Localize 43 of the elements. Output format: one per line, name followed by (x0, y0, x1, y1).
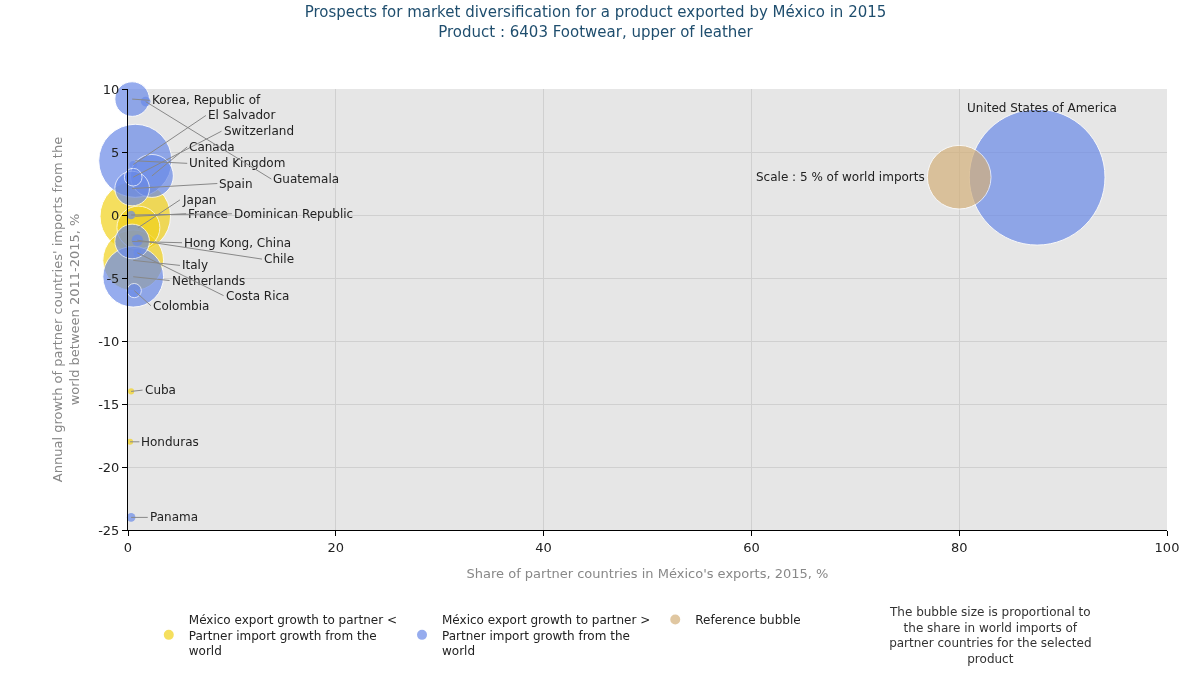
annotation: Honduras (141, 435, 199, 449)
y-tick-label: -5 (106, 270, 120, 286)
legend-label: Reference bubble (695, 613, 801, 628)
annotation: Spain (219, 177, 253, 191)
annotation: Hong Kong, China (184, 236, 292, 250)
annotation: United States of America (967, 101, 1117, 115)
x-tick-label: 80 (950, 539, 968, 555)
annotation: France (188, 207, 228, 221)
y-tick-label: 10 (102, 81, 120, 97)
annotation: Switzerland (224, 124, 294, 138)
annotation: Korea, Republic of (152, 93, 262, 107)
legend-label: México export growth to partner > Partner import growth from the world (442, 612, 651, 659)
y-axis-title: Annual growth of partner countries' imports from the world between 2011-2015, % (50, 136, 83, 483)
chart-subtitle: Product : 6403 Footwear, upper of leather (438, 22, 754, 41)
annotation: Canada (189, 140, 235, 154)
annotation: Chile (264, 252, 295, 266)
text: The bubble size is proportional to the share in world imports of partner countries for the selected product (889, 605, 1092, 666)
annotation: Costa Rica (226, 289, 290, 303)
y-tick-label: 0 (111, 207, 120, 223)
x-axis-title: Share of partner countries in México's exports, 2015, % (466, 566, 829, 582)
x-tick-label: 100 (1154, 539, 1180, 555)
y-tick-label: 5 (111, 144, 120, 160)
y-tick-label: -15 (98, 396, 120, 412)
x-tick-label: 40 (535, 539, 552, 555)
annotation: Scale : 5 % of world imports (756, 170, 925, 184)
annotation: Cuba (145, 383, 176, 397)
annotation: Panama (150, 510, 199, 524)
y-tick-label: -25 (98, 522, 120, 538)
annotation: Netherlands (172, 274, 246, 288)
y-tick-label: -20 (98, 459, 120, 475)
x-tick-label: 60 (743, 539, 760, 555)
y-tick-label: -10 (98, 333, 120, 349)
legend-label: México export growth to partner < Partner import growth from the world (188, 612, 398, 659)
annotation: El Salvador (208, 108, 276, 122)
annotation: Dominican Republic (234, 207, 354, 221)
chart-title: Prospects for market diversification for a product exported by México in 2015 (304, 3, 887, 22)
x-tick-label: 20 (327, 539, 345, 555)
annotation: United Kingdom (189, 156, 286, 170)
annotation: Japan (182, 193, 217, 207)
annotation: Colombia (153, 299, 210, 313)
annotation: Italy (182, 258, 209, 272)
annotation: Guatemala (273, 172, 340, 186)
x-tick-label: 0 (123, 539, 133, 555)
